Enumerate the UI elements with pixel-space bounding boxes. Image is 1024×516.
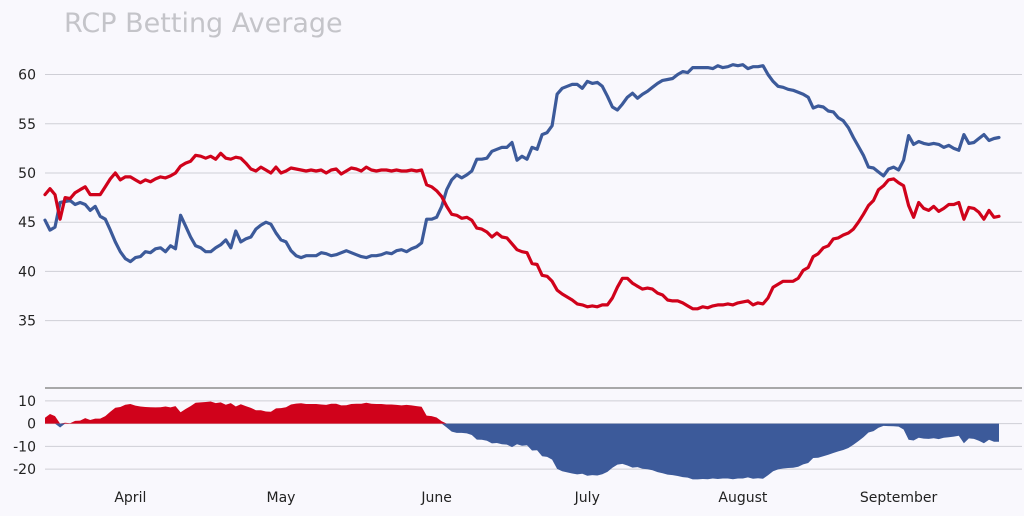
y-tick-label: 40 [18, 264, 36, 280]
month-label: June [420, 490, 452, 506]
spread-y-tick-label: 0 [27, 417, 36, 433]
spread-area [45, 401, 999, 480]
month-label: September [860, 490, 938, 506]
spread-y-tick-label: 10 [18, 394, 36, 410]
spread-y-tick-label: -10 [13, 439, 36, 455]
y-tick-label: 45 [18, 215, 36, 231]
y-tick-label: 60 [18, 68, 36, 84]
y-tick-label: 55 [18, 117, 36, 133]
series-line-blue [43, 63, 1001, 264]
main-lines [43, 63, 1001, 311]
spread-area-red [45, 401, 999, 424]
main-grid [45, 74, 1022, 322]
main-y-axis: 35 40 45 50 55 60 [18, 68, 36, 330]
y-tick-label: 50 [18, 166, 36, 182]
spread-y-tick-label: -20 [13, 462, 36, 478]
spread-y-axis: 10 0 -10 -20 [13, 394, 36, 478]
x-axis-months: April May June July August September [114, 490, 937, 506]
month-label: May [267, 490, 296, 506]
y-tick-label: 35 [18, 314, 36, 330]
month-label: July [574, 490, 600, 506]
spread-area-blue [45, 423, 999, 480]
series-line-red [43, 151, 1001, 311]
month-label: August [718, 490, 768, 506]
month-label: April [114, 490, 146, 506]
chart-title: RCP Betting Average [64, 8, 343, 39]
